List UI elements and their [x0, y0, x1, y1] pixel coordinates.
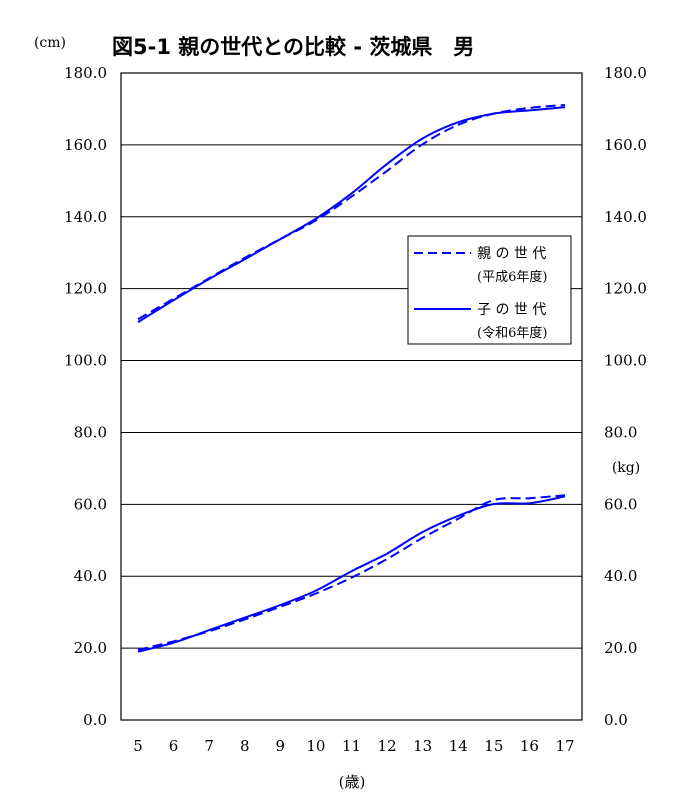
legend: 親 の 世 代 (平成6年度) 子 の 世 代 (令和6年度) — [407, 235, 572, 345]
y-tick-label-left: 180.0 — [64, 64, 107, 82]
y-tick-label-left: 80.0 — [74, 423, 107, 441]
plot-frame — [120, 72, 583, 721]
y-tick-label-left: 40.0 — [74, 567, 107, 585]
y-tick-label-left: 100.0 — [64, 352, 107, 370]
y-tick-label-left: 60.0 — [74, 495, 107, 513]
legend-label-parent: 親 の 世 代 — [477, 246, 546, 262]
y-tick-label-left: 0.0 — [83, 711, 107, 729]
chart-title: 図5-1 親の世代との比較 - 茨城県 男 — [112, 35, 474, 59]
left-unit-label: (cm) — [34, 35, 66, 51]
y-tick-label-right: 20.0 — [604, 639, 637, 657]
y-tick-label-right: 40.0 — [604, 567, 637, 585]
x-tick-label: 7 — [204, 737, 214, 755]
y-tick-label-left: 160.0 — [64, 136, 107, 154]
x-tick-label: 10 — [306, 737, 325, 755]
tick-labels: 0.020.040.060.080.0100.0120.0140.0160.01… — [64, 64, 647, 755]
series-lines — [137, 104, 566, 653]
y-tick-label-right: 80.0 — [604, 423, 637, 441]
y-tick-label-right: 180.0 — [604, 64, 647, 82]
x-tick-label: 12 — [378, 737, 397, 755]
series-line-weight-dashed — [137, 494, 566, 651]
grid-lines — [121, 144, 582, 649]
x-tick-label: 16 — [520, 737, 539, 755]
legend-label-child: 子 の 世 代 — [477, 302, 546, 318]
x-axis-label: (歳) — [339, 773, 366, 791]
series-line-weight-solid — [137, 495, 566, 653]
y-tick-label-left: 140.0 — [64, 208, 107, 226]
x-tick-label: 14 — [449, 737, 468, 755]
y-tick-label-right: 140.0 — [604, 208, 647, 226]
x-tick-label: 13 — [413, 737, 432, 755]
legend-sublabel-parent: (平成6年度) — [477, 269, 547, 285]
y-tick-label-right: 120.0 — [604, 280, 647, 298]
y-tick-label-left: 20.0 — [74, 639, 107, 657]
y-tick-label-left: 120.0 — [64, 280, 107, 298]
x-tick-label: 9 — [276, 737, 286, 755]
right-unit-label: (kg) — [612, 460, 640, 476]
y-tick-label-right: 100.0 — [604, 352, 647, 370]
legend-sublabel-child: (令和6年度) — [477, 325, 547, 341]
y-tick-label-right: 0.0 — [604, 711, 628, 729]
x-tick-label: 6 — [169, 737, 179, 755]
x-tick-label: 15 — [484, 737, 503, 755]
x-tick-label: 11 — [342, 737, 361, 755]
series-line-height-solid — [137, 106, 566, 323]
x-tick-label: 17 — [555, 737, 574, 755]
x-tick-label: 8 — [240, 737, 250, 755]
x-tick-label: 5 — [133, 737, 143, 755]
y-tick-label-right: 60.0 — [604, 495, 637, 513]
y-tick-label-right: 160.0 — [604, 136, 647, 154]
